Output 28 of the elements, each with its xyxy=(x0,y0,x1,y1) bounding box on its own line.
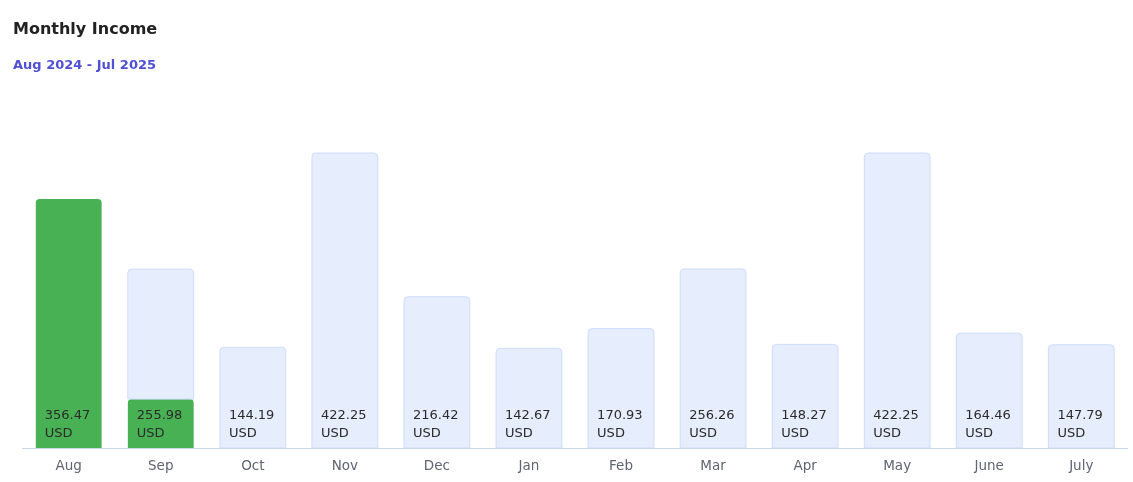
data-label: 144.19 USD xyxy=(228,407,275,440)
data-label: 356.47 USD xyxy=(44,407,91,440)
x-tick-label: Apr xyxy=(793,457,818,473)
data-label: 147.79 USD xyxy=(1057,407,1103,440)
bar xyxy=(35,198,102,448)
x-tick-label: Jan xyxy=(517,457,540,473)
x-tick-label: Oct xyxy=(241,457,265,473)
x-tick-label: Aug xyxy=(55,457,82,473)
data-label: 170.93 USD xyxy=(597,407,643,440)
data-label: 216.42 USD xyxy=(413,407,459,440)
x-tick-label: June xyxy=(973,457,1004,473)
chart-subtitle: Aug 2024 - Jul 2025 xyxy=(13,57,157,72)
x-tick-label: Dec xyxy=(423,457,450,473)
total-label: 255.98 USD xyxy=(136,407,183,440)
data-label: 142.67 USD xyxy=(505,407,551,440)
data-label: 422.25 USD xyxy=(320,407,367,440)
x-tick-label: Feb xyxy=(609,457,633,473)
x-tick-label: Mar xyxy=(700,457,727,473)
x-tick-label: May xyxy=(883,457,912,473)
data-label: 256.26 USD xyxy=(689,407,735,440)
bar xyxy=(127,268,195,400)
data-label: 422.25 USD xyxy=(873,407,919,440)
x-tick-label: July xyxy=(1068,457,1094,473)
x-tick-label: Sep xyxy=(148,457,174,473)
data-label: 164.46 USD xyxy=(965,407,1011,440)
chart-title: Monthly Income xyxy=(13,19,158,38)
x-tick-label: Nov xyxy=(331,457,359,473)
data-label: 148.27 USD xyxy=(781,407,827,440)
